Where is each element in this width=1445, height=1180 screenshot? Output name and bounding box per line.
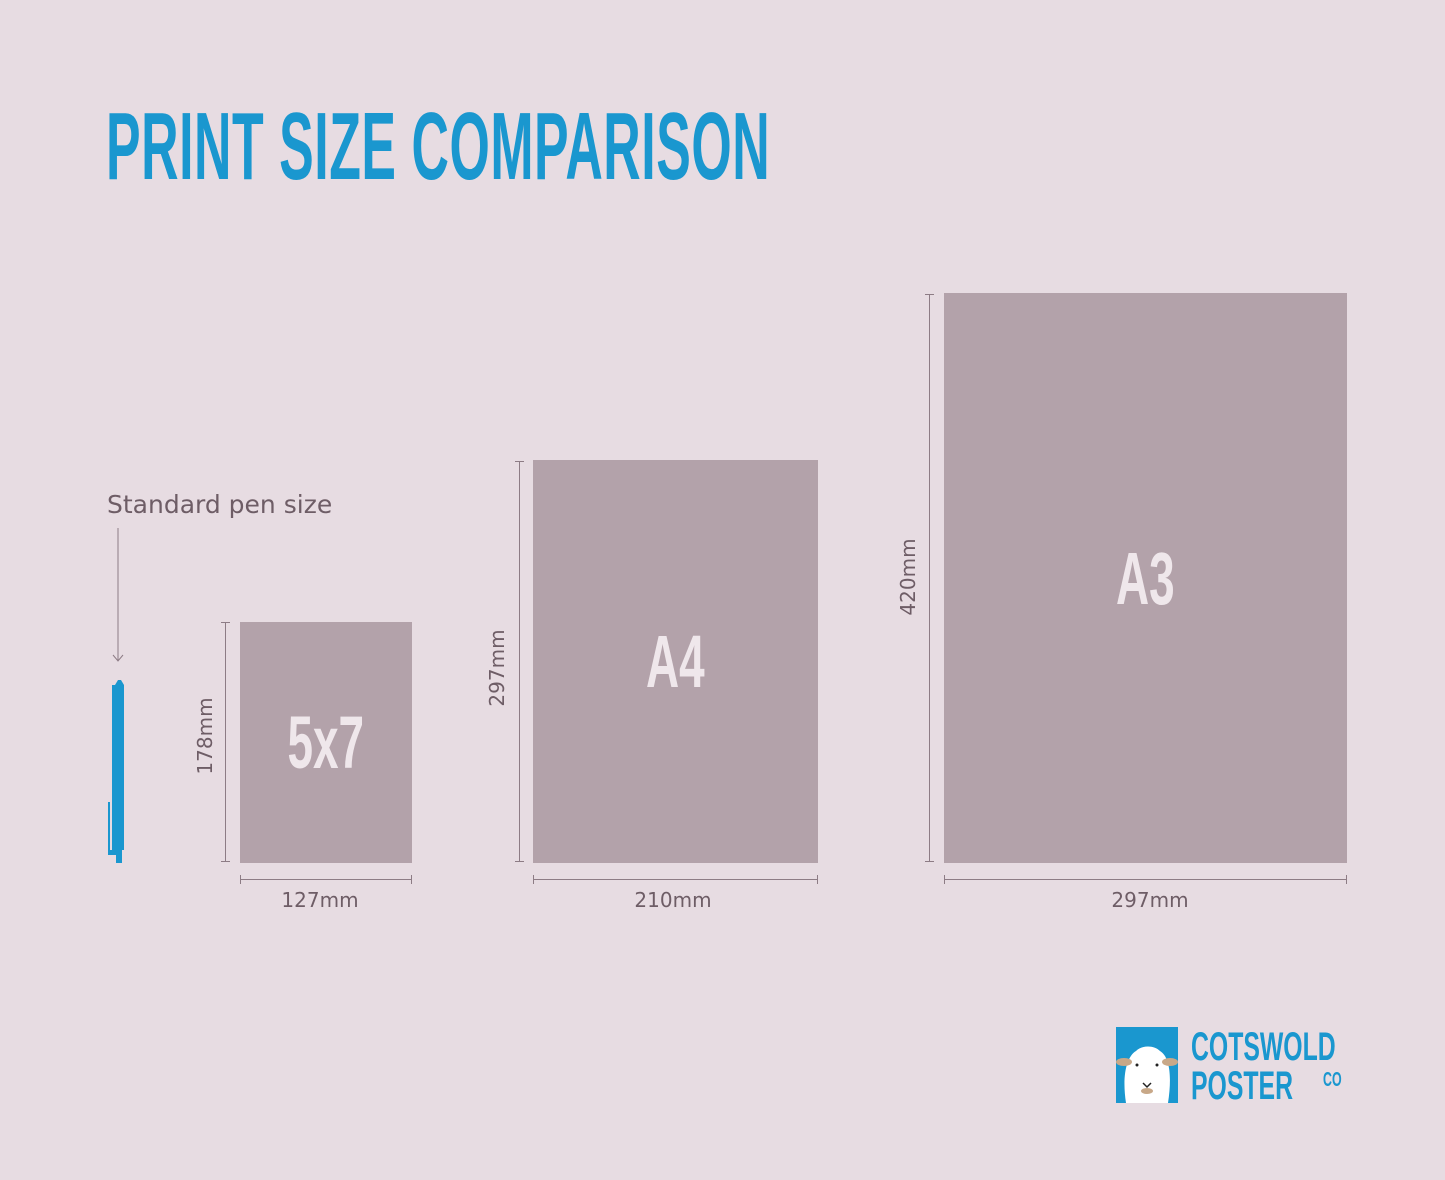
pen-icon xyxy=(108,528,124,863)
pen-label: Standard pen size xyxy=(107,490,333,519)
logo-suffix: CO xyxy=(1323,1069,1342,1091)
height-dimension-line xyxy=(221,622,230,862)
sheet-label: 5x7 xyxy=(287,701,365,784)
sheet-label: A4 xyxy=(646,620,705,703)
width-label: 127mm xyxy=(281,888,359,912)
sheet-a4: A4 xyxy=(533,460,818,863)
height-label: 420mm xyxy=(896,538,920,616)
width-dimension-line xyxy=(533,875,818,884)
width-label: 210mm xyxy=(634,888,712,912)
height-label: 297mm xyxy=(485,629,509,707)
height-label: 178mm xyxy=(193,697,217,775)
brand-logo: COTSWOLD POSTER CO xyxy=(1116,1025,1356,1108)
width-dimension-line xyxy=(240,875,412,884)
sheep-icon xyxy=(1116,1027,1178,1103)
width-dimension-line xyxy=(944,875,1347,884)
height-dimension-line xyxy=(515,461,524,862)
sheet-label: A3 xyxy=(1116,536,1175,620)
sheet-a3: A3 xyxy=(944,293,1347,863)
logo-line1: COTSWOLD xyxy=(1191,1025,1336,1069)
page-title: PRINT SIZE COMPARISON xyxy=(106,93,771,200)
logo-line2: POSTER xyxy=(1191,1064,1293,1108)
width-label: 297mm xyxy=(1111,888,1189,912)
sheet-5x7: 5x7 xyxy=(240,622,412,863)
height-dimension-line xyxy=(925,294,934,862)
